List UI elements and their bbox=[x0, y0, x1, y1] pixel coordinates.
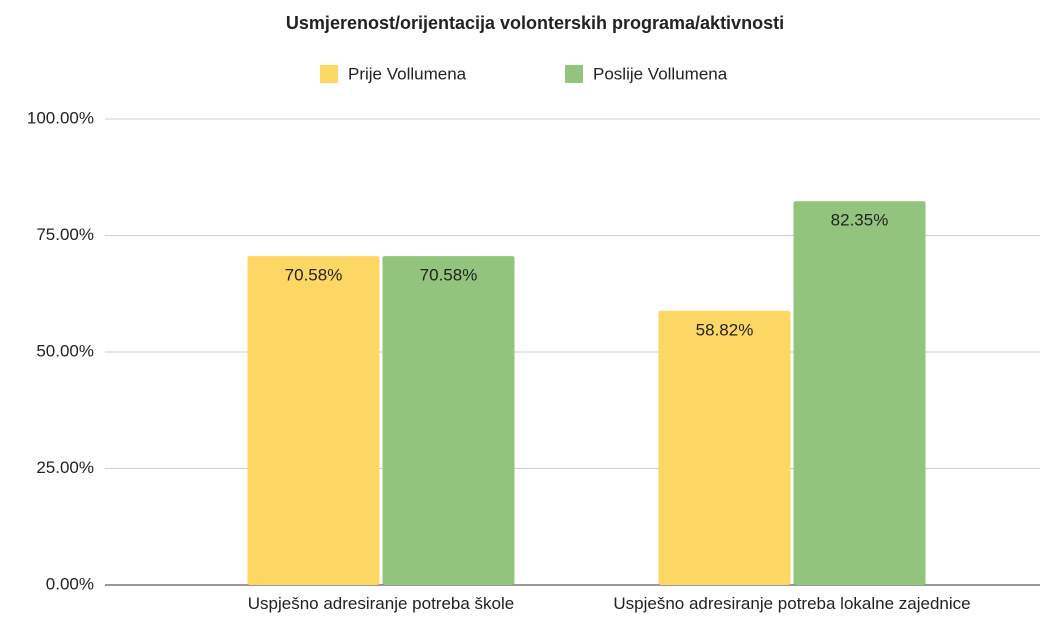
legend-label: Poslije Vollumena bbox=[593, 64, 728, 83]
x-tick-label-box: Uspješno adresiranje potreba škole bbox=[247, 595, 515, 613]
legend-swatch bbox=[565, 65, 583, 83]
bar bbox=[382, 256, 515, 585]
data-label: 58.82% bbox=[696, 320, 754, 339]
data-label: 70.58% bbox=[420, 266, 478, 285]
y-tick-label: 75.00% bbox=[36, 225, 94, 244]
bar bbox=[247, 256, 380, 585]
y-tick-label: 50.00% bbox=[36, 341, 94, 360]
data-label: 70.58% bbox=[285, 266, 343, 285]
legend-swatch bbox=[320, 65, 338, 83]
y-tick-label: 100.00% bbox=[27, 108, 94, 127]
chart-title: Usmjerenost/orijentacija volonterskih pr… bbox=[286, 13, 784, 33]
x-tick-label: Uspješno adresiranje potreba lokalne zaj… bbox=[613, 595, 971, 613]
bar bbox=[658, 310, 791, 585]
y-tick-label: 25.00% bbox=[36, 458, 94, 477]
legend-label: Prije Vollumena bbox=[348, 64, 467, 83]
bar bbox=[793, 201, 926, 585]
y-tick-label: 0.00% bbox=[46, 574, 94, 593]
data-label: 82.35% bbox=[831, 211, 889, 230]
x-tick-label: Uspješno adresiranje potreba škole bbox=[247, 595, 515, 613]
x-tick-label-box: Uspješno adresiranje potreba lokalne zaj… bbox=[613, 595, 971, 613]
